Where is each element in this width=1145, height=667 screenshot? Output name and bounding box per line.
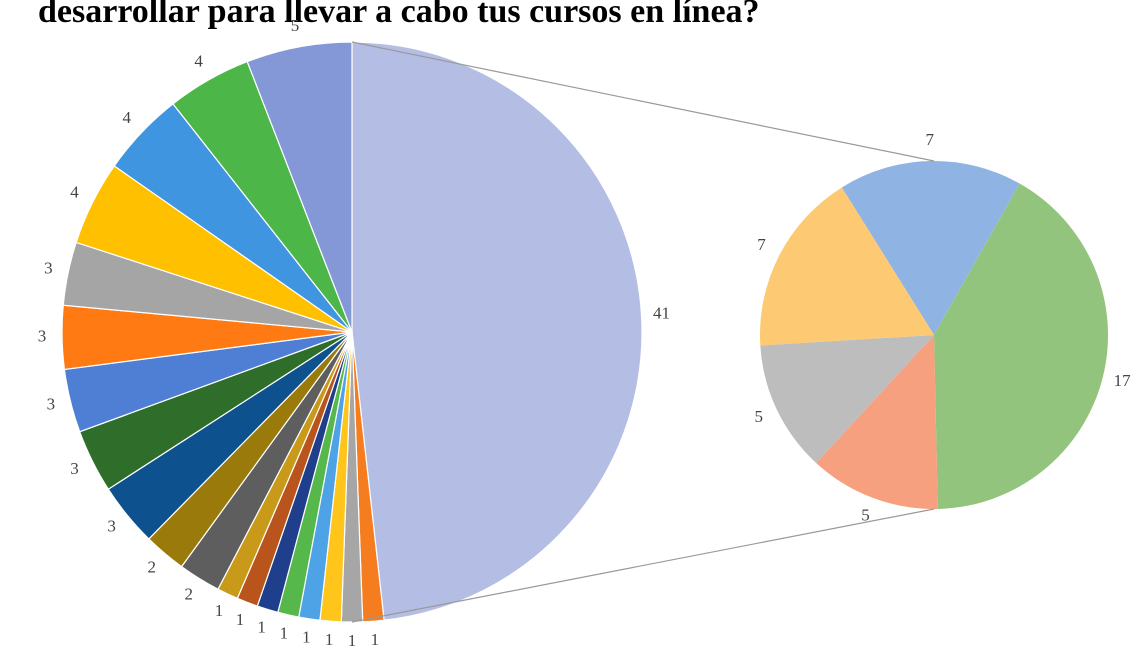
data-label: 5: [291, 16, 300, 35]
data-label: 1: [215, 601, 224, 620]
data-label: 7: [925, 130, 934, 149]
pie-slice: [760, 187, 934, 346]
pie-slice: [816, 335, 938, 509]
data-label: 3: [38, 327, 47, 346]
data-label: 1: [371, 630, 380, 649]
data-label: 3: [47, 395, 56, 414]
data-label: 5: [861, 505, 870, 524]
data-label: 1: [280, 623, 289, 642]
pie-slice: [934, 183, 1108, 509]
pie-slice: [841, 161, 1020, 335]
connector-line: [351, 508, 935, 623]
connector-line: [351, 41, 935, 162]
data-label: 41: [653, 304, 670, 323]
data-label: 2: [185, 584, 194, 603]
data-label: 7: [757, 235, 766, 254]
data-label: 3: [107, 517, 116, 536]
data-label: 17: [1114, 371, 1132, 390]
data-label: 1: [348, 631, 357, 650]
data-label: 4: [194, 51, 203, 70]
data-label: 1: [236, 610, 245, 629]
data-label: 3: [70, 459, 79, 478]
data-label: 4: [70, 183, 79, 202]
data-label: 1: [302, 628, 311, 647]
pie-slice: [351, 41, 643, 621]
chart-title: desarrollar para llevar a cabo tus curso…: [38, 0, 760, 30]
data-label: 4: [123, 108, 132, 127]
pie-slice: [246, 41, 353, 333]
data-label: 1: [325, 630, 334, 649]
pie-slice: [760, 335, 934, 464]
data-label: 5: [755, 407, 764, 426]
data-label: 2: [148, 558, 157, 577]
data-label: 1: [257, 617, 266, 636]
data-label: 3: [44, 258, 53, 277]
